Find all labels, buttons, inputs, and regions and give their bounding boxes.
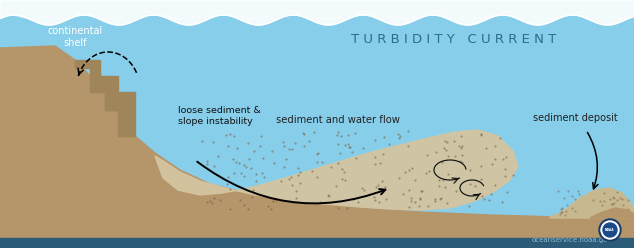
Circle shape xyxy=(603,223,617,237)
Text: sediment deposit: sediment deposit xyxy=(533,113,618,123)
Circle shape xyxy=(601,221,619,239)
Circle shape xyxy=(599,219,621,241)
Polygon shape xyxy=(75,60,100,76)
Text: sediment and water flow: sediment and water flow xyxy=(276,115,400,125)
Polygon shape xyxy=(550,188,634,218)
Polygon shape xyxy=(90,76,118,110)
Text: loose sediment &
slope instability: loose sediment & slope instability xyxy=(178,106,261,126)
Polygon shape xyxy=(155,130,518,210)
Polygon shape xyxy=(0,46,634,248)
Text: T U R B I D I T Y   C U R R E N T: T U R B I D I T Y C U R R E N T xyxy=(351,33,556,46)
Text: continental
shelf: continental shelf xyxy=(48,26,103,48)
Polygon shape xyxy=(590,208,634,218)
Text: NOAA: NOAA xyxy=(605,228,615,232)
Polygon shape xyxy=(0,238,634,248)
Polygon shape xyxy=(105,92,135,136)
Text: oceanservice.noaa.gov: oceanservice.noaa.gov xyxy=(532,237,612,243)
